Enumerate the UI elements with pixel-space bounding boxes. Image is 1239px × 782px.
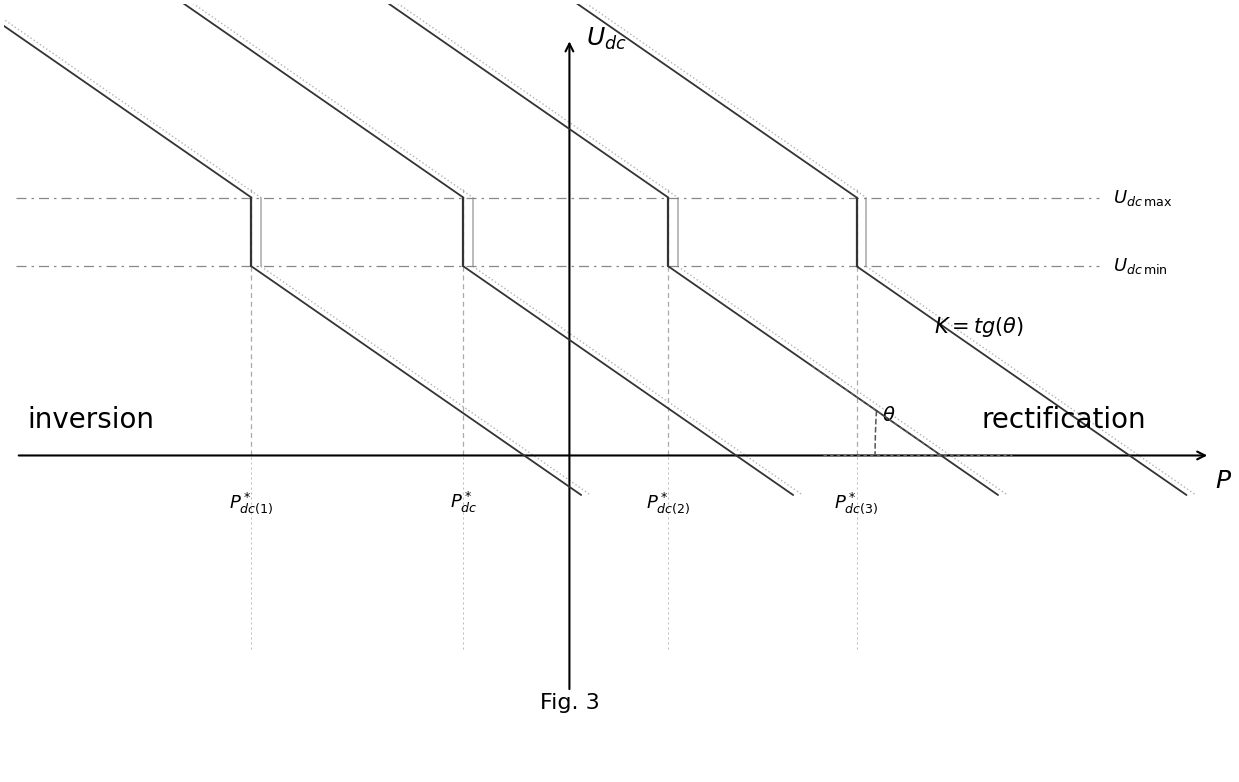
Text: $P^*_{dc(1)}$: $P^*_{dc(1)}$ [229,490,274,515]
Text: $P^*_{dc(3)}$: $P^*_{dc(3)}$ [835,490,878,515]
Text: $P^*_{dc(2)}$: $P^*_{dc(2)}$ [646,490,690,515]
Text: inversion: inversion [27,406,155,434]
Text: $\theta$: $\theta$ [882,407,896,425]
Text: rectification: rectification [981,406,1146,434]
Text: $U_{dc\,\mathrm{min}}$: $U_{dc\,\mathrm{min}}$ [1114,256,1168,276]
Text: $U_{dc}$: $U_{dc}$ [586,26,627,52]
Text: $K = tg(\theta)$: $K = tg(\theta)$ [934,314,1025,339]
Text: Fig. 3: Fig. 3 [539,694,600,713]
Text: $P^*_{dc}$: $P^*_{dc}$ [450,490,477,515]
Text: $U_{dc\,\mathrm{max}}$: $U_{dc\,\mathrm{max}}$ [1114,188,1172,207]
Text: $P$: $P$ [1214,469,1232,493]
